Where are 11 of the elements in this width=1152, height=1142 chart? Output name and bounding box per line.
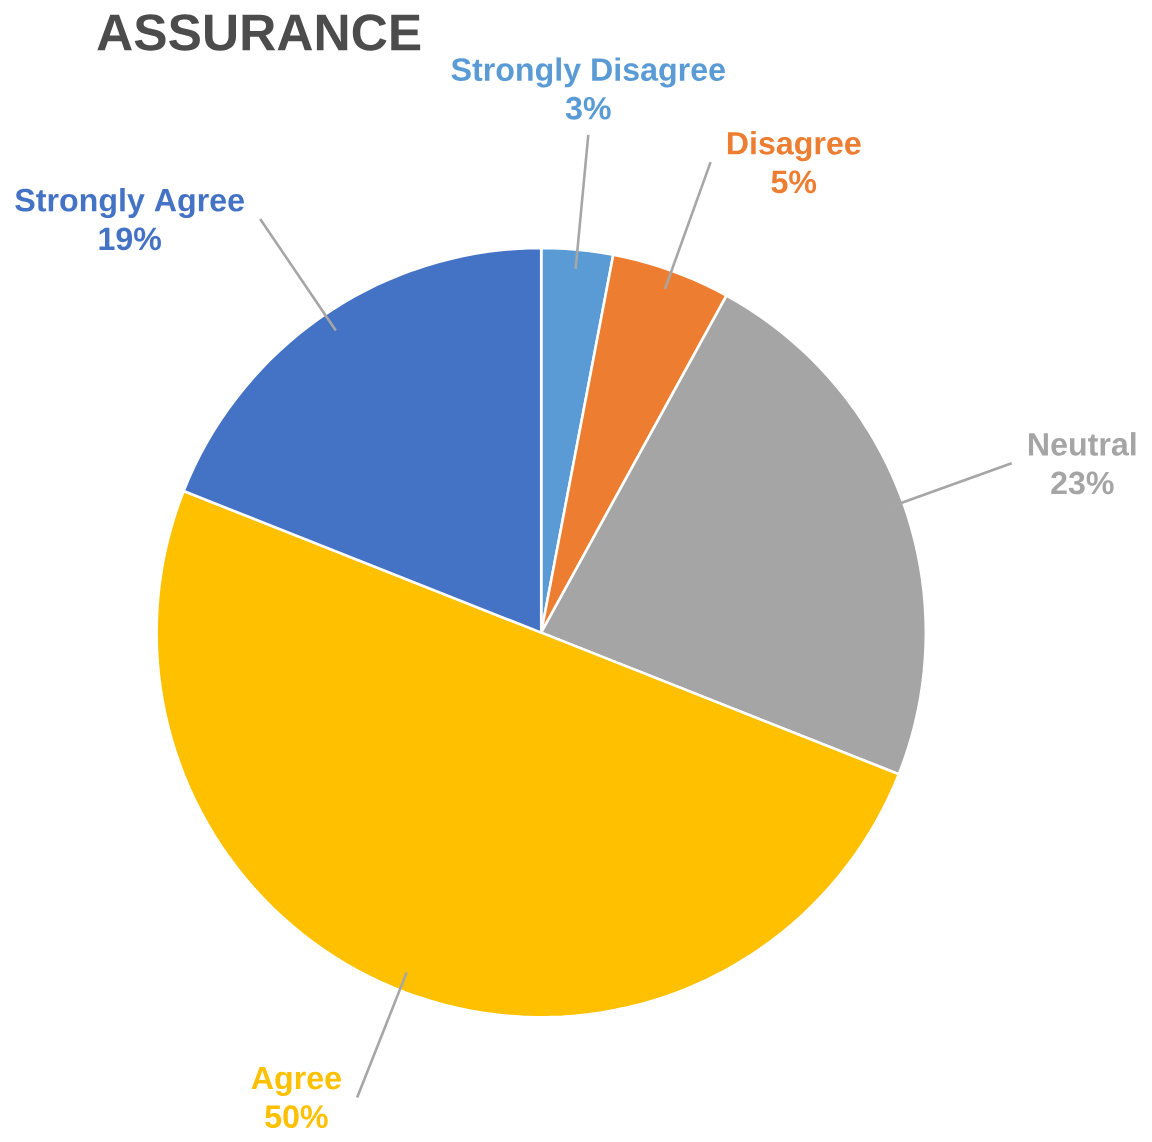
slice-label: Strongly Agree: [15, 187, 244, 218]
data-label: 23%: [1051, 471, 1114, 495]
slice-label: Strongly Disagree: [451, 57, 725, 88]
data-label: 50%: [265, 1105, 328, 1128]
slice-label: Neutral: [1029, 431, 1136, 456]
slice-label: Disagree: [727, 130, 861, 161]
data-label: 19%: [99, 227, 161, 251]
data-label: 5%: [771, 170, 817, 194]
data-label: 3%: [565, 96, 611, 120]
chart-title: ASSURANCE: [97, 14, 421, 51]
slice-label: Agree: [251, 1066, 341, 1096]
